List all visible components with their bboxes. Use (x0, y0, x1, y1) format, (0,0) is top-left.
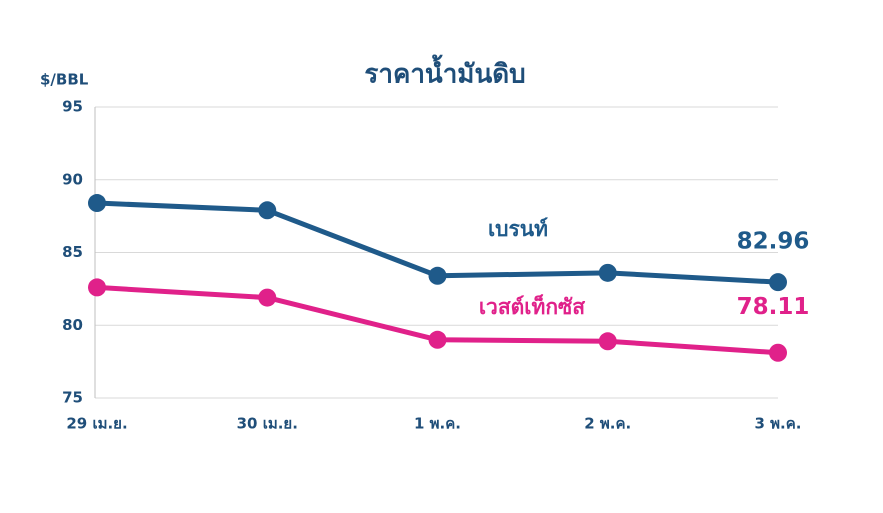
chart-title: ราคาน้ำมันดิบ (364, 54, 525, 90)
point (88, 278, 106, 297)
value-label: 82.96 (737, 229, 810, 255)
point (769, 273, 787, 292)
point (598, 263, 617, 282)
x-tick-label: 2 พ.ค. (584, 415, 631, 433)
y-tick-label: 80 (62, 316, 83, 334)
series-label: เวสต์เท็กซัส (479, 293, 585, 319)
y-axis-label: $/BBL (40, 71, 89, 89)
point (258, 288, 277, 307)
point (258, 201, 277, 220)
y-tick-label: 90 (62, 170, 83, 188)
value-label: 78.11 (737, 294, 810, 320)
x-tick-label: 29 เม.ย. (66, 415, 127, 433)
series-label: เบรนท์ (488, 217, 548, 241)
point (769, 343, 787, 362)
point (88, 194, 106, 213)
point (598, 332, 617, 351)
x-tick-label: 1 พ.ค. (414, 415, 461, 433)
x-tick-label: 3 พ.ค. (755, 415, 802, 433)
y-tick-label: 85 (62, 243, 83, 261)
x-tick-label: 30 เม.ย. (237, 415, 298, 433)
point (428, 266, 447, 285)
y-tick-label: 75 (62, 389, 83, 407)
y-tick-label: 95 (62, 98, 83, 116)
point (428, 330, 447, 349)
